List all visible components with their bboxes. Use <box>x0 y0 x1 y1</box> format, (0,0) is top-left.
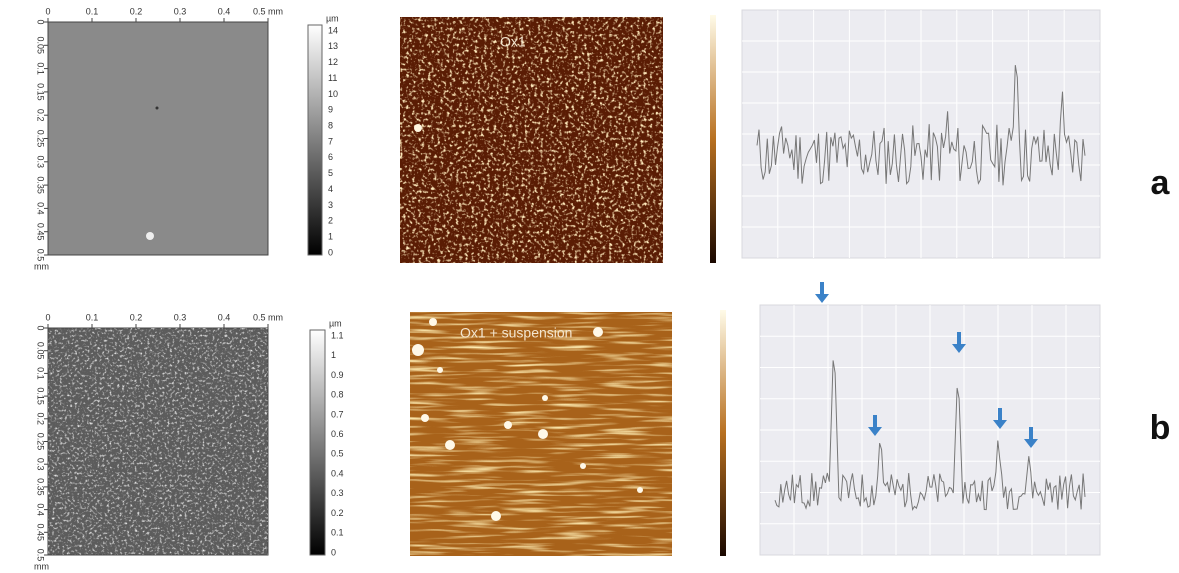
colorbar-tick-label: 0.6 <box>331 429 344 439</box>
y-unit: mm <box>34 261 49 271</box>
y-tick-label: 0.1 <box>36 62 46 75</box>
colorbar-tick-label: 5 <box>328 168 333 178</box>
colorbar-unit: µm <box>326 13 339 23</box>
colorbar-tick-label: 10 <box>328 89 338 99</box>
y-tick-label: 0.3 <box>36 458 46 471</box>
colorbar-tick-label: 0.5 <box>331 449 344 459</box>
arrow <box>1024 427 1038 448</box>
x-tick-label: 0.4 <box>218 312 231 322</box>
colorbar-tick-label: 13 <box>328 41 338 51</box>
afm-image-b <box>410 312 672 556</box>
profile-colorbar-a <box>710 15 716 263</box>
colorbar-tick-label: 9 <box>328 105 333 115</box>
gray-map-b <box>47 327 269 556</box>
colorbar-tick-label: 1 <box>331 350 336 360</box>
x-tick-label: 0.1 <box>86 312 99 322</box>
y-tick-label: 0.45 <box>36 223 46 241</box>
colorbar-tick-label: 14 <box>328 25 338 35</box>
y-tick-label: 0.45 <box>36 524 46 542</box>
colorbar-tick-label: 7 <box>328 136 333 146</box>
y-tick-label: 0.4 <box>36 503 46 516</box>
profile-line <box>774 360 1086 511</box>
y-tick-label: 0.4 <box>36 202 46 215</box>
profile-colorbar-b <box>720 310 726 556</box>
x-tick-label: 0.2 <box>130 312 143 322</box>
y-tick-label: 0.05 <box>36 342 46 360</box>
colorbar-tick-label: 0.7 <box>331 409 344 419</box>
colorbar-tick-label: 0.3 <box>331 488 344 498</box>
colorbar-b <box>309 329 326 556</box>
y-tick-label: 0.35 <box>36 176 46 194</box>
y-unit: mm <box>34 561 49 571</box>
y-tick-label: 0.15 <box>36 83 46 101</box>
x-tick-label: 0.3 <box>174 312 187 322</box>
colorbar-tick-label: 1.1 <box>331 330 344 340</box>
colorbar-tick-label: 0 <box>328 247 333 257</box>
x-tick-label: 0.5 mm <box>253 6 283 16</box>
x-tick-label: 0.5 mm <box>253 312 283 322</box>
profiles <box>741 9 1101 556</box>
arrows <box>815 282 1038 448</box>
y-tick-label: 0.5 <box>36 249 46 262</box>
arrow <box>952 332 966 353</box>
x-tick-label: 0.4 <box>218 6 231 16</box>
colorbar-tick-label: 0.1 <box>331 528 344 538</box>
colorbar-tick-label: 0.2 <box>331 508 344 518</box>
arrow <box>993 408 1007 429</box>
y-tick-label: 0.3 <box>36 156 46 169</box>
colorbar-tick-label: 12 <box>328 57 338 67</box>
y-tick-label: 0.25 <box>36 433 46 451</box>
colorbar-tick-label: 2 <box>328 216 333 226</box>
x-tick-label: 0.2 <box>130 6 143 16</box>
profile-line <box>756 65 1086 186</box>
colorbar-unit: µm <box>329 318 342 328</box>
x-tick-label: 0.1 <box>86 6 99 16</box>
colorbar-tick-label: 0.9 <box>331 370 344 380</box>
colorbar-tick-label: 4 <box>328 184 333 194</box>
y-tick-label: 0.35 <box>36 478 46 496</box>
colorbar-tick-label: 0.8 <box>331 390 344 400</box>
arrow <box>868 415 882 436</box>
y-tick-label: 0.15 <box>36 387 46 405</box>
colorbar-tick-label: 0 <box>331 547 336 557</box>
y-tick-label: 0.2 <box>36 413 46 426</box>
x-tick-label: 0 <box>45 6 50 16</box>
colorbar-a <box>307 24 323 256</box>
colorbar-tick-label: 6 <box>328 152 333 162</box>
colorbar-tick-label: 11 <box>328 73 337 83</box>
y-tick-label: 0 <box>36 19 46 24</box>
y-tick-label: 0.25 <box>36 130 46 148</box>
x-tick-label: 0 <box>45 312 50 322</box>
panel-letter: b <box>1150 409 1171 447</box>
gray-map-a <box>47 21 269 256</box>
arrow <box>815 282 829 303</box>
x-tick-label: 0.3 <box>174 6 187 16</box>
afm-image-a <box>400 17 663 263</box>
y-tick-label: 0 <box>36 325 46 330</box>
y-tick-label: 0.1 <box>36 367 46 380</box>
afm-label: Ox1 <box>500 34 526 50</box>
colorbar-tick-label: 0.4 <box>331 468 344 478</box>
panel-letter: a <box>1151 164 1171 202</box>
y-tick-label: 0.5 <box>36 549 46 562</box>
colorbar-tick-label: 3 <box>328 200 333 210</box>
y-tick-label: 0.05 <box>36 37 46 55</box>
colorbar-tick-label: 1 <box>328 232 333 242</box>
colorbar-tick-label: 8 <box>328 121 333 131</box>
y-tick-label: 0.2 <box>36 109 46 122</box>
afm-label: Ox1 + suspension <box>460 325 572 341</box>
